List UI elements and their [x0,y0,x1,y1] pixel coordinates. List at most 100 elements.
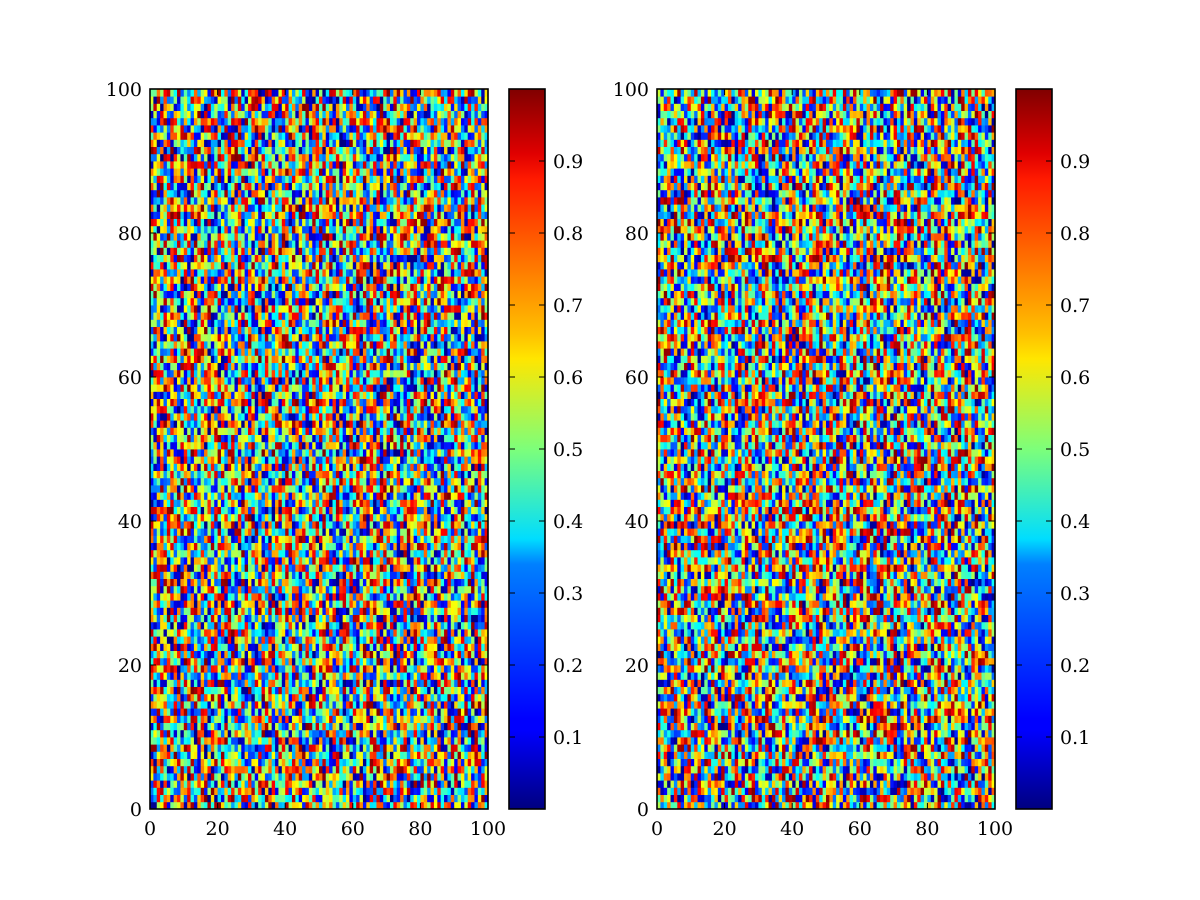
heatmap-cell [322,513,327,522]
heatmap-cell [369,665,374,673]
heatmap-cell [224,722,229,731]
heatmap-cell [383,463,387,471]
heatmap-cell [359,744,364,752]
heatmap-cell [322,729,327,738]
heatmap-cell [156,672,161,680]
heatmap-cell [197,470,202,479]
heatmap-cell [180,542,185,551]
heatmap-cell [298,492,303,500]
heatmap-cell [234,729,239,738]
heatmap-cell [163,794,168,803]
heatmap-cell [427,643,431,651]
heatmap-cell [234,549,239,558]
heatmap-cell [241,629,246,637]
heatmap-cell [264,679,269,687]
heatmap-cell [234,751,239,759]
heatmap-cell [366,492,371,500]
heatmap-cell [281,737,286,745]
heatmap-cell [396,686,401,695]
heatmap-cell [335,477,340,486]
heatmap-cell [258,542,262,551]
heatmap-cell [251,629,256,637]
heatmap-cell [356,614,360,623]
heatmap-cell [190,542,195,551]
heatmap-cell [210,621,215,630]
heatmap-cell [460,629,465,637]
heatmap-cell [325,499,330,507]
heatmap-cell [403,773,408,781]
heatmap-cell [427,801,431,810]
heatmap-cell [420,607,425,615]
heatmap-cell [474,470,479,479]
heatmap-cell [369,513,374,522]
heatmap-cell [376,701,381,709]
heatmap-cell [275,535,279,543]
heatmap-cell [464,744,469,752]
heatmap-cell [332,542,337,551]
heatmap-cell [308,722,313,731]
heatmap-cell [376,485,381,493]
heatmap-cell [413,593,418,601]
heatmap-cell [315,621,320,630]
heatmap-cell [173,629,178,637]
heatmap-cell [210,528,215,536]
heatmap-cell [400,485,404,493]
heatmap-cell [369,449,374,457]
heatmap-cell [329,686,333,695]
heatmap-cell [362,801,367,810]
heatmap-cell [369,686,374,695]
heatmap-cell [356,629,360,637]
heatmap-cell [234,456,239,464]
heatmap-cell [423,463,428,471]
heatmap-cell [254,801,259,810]
heatmap-cell [183,773,188,781]
heatmap-cell [440,456,445,464]
heatmap-cell [220,506,225,515]
heatmap-cell [258,521,262,529]
heatmap-cell [342,456,347,464]
heatmap-cell [183,477,188,486]
heatmap-cell [207,621,212,630]
heatmap-cell [447,679,452,687]
heatmap-cell [376,693,381,702]
heatmap-cell [471,650,475,659]
heatmap-cell [366,751,371,759]
heatmap-cell [315,715,320,723]
heatmap-cell [156,715,161,723]
heatmap-cell [268,765,273,774]
heatmap-cell [430,729,435,738]
heatmap-cell [241,758,246,767]
heatmap-cell [464,679,469,687]
heatmap-cell [271,485,276,493]
heatmap-cell [248,521,252,529]
heatmap-cell [474,506,479,515]
heatmap-cell [319,751,323,759]
heatmap-cell [403,758,408,767]
heatmap-cell [231,585,235,594]
heatmap-cell [481,492,486,500]
heatmap-cell [241,549,246,558]
heatmap-cell [170,506,175,515]
heatmap-cell [329,485,333,493]
heatmap-cell [413,449,418,457]
heatmap-cell [444,657,448,666]
heatmap-cell [400,765,404,774]
heatmap-cell [356,513,360,522]
heatmap-cell [291,564,296,572]
heatmap-cell [389,470,394,479]
heatmap-cell [373,758,377,767]
heatmap-cell [302,492,306,500]
heatmap-cell [180,571,185,579]
heatmap-cell [271,521,276,529]
heatmap-cell [248,787,252,795]
heatmap-cell [258,456,262,464]
heatmap-cell [187,650,191,659]
heatmap-cell [376,737,381,745]
heatmap-cell [417,542,421,551]
heatmap-cell [193,470,198,479]
heatmap-cell [447,585,452,594]
heatmap-cell [464,629,469,637]
heatmap-cell [433,492,438,500]
heatmap-cell [305,665,310,673]
heatmap-cell [197,549,202,558]
